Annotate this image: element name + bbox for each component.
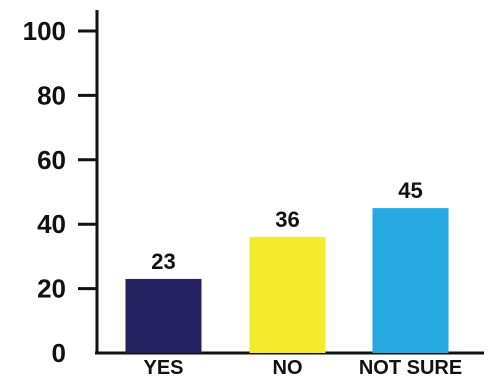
category-label: NO [273, 357, 303, 379]
data-label: 23 [151, 249, 175, 274]
data-labels-group: 23 36 45 [151, 178, 422, 274]
bar-no [249, 237, 326, 353]
y-tick-label: 60 [37, 145, 66, 175]
y-tick-label: 40 [37, 209, 66, 239]
bars-group [125, 208, 449, 353]
y-tick-label: 20 [37, 274, 66, 304]
bar-not-sure [372, 208, 449, 353]
y-tick-label: 100 [23, 16, 66, 46]
category-label: YES [143, 357, 183, 379]
y-tick-label: 0 [52, 338, 66, 368]
bar-yes [125, 278, 202, 353]
y-tick-label: 80 [37, 80, 66, 110]
data-label: 45 [398, 178, 422, 203]
category-label: NOT SURE [359, 357, 462, 379]
category-labels-group: YES NO NOT SURE [143, 357, 462, 379]
y-axis-ticks: 0 20 40 60 80 100 [23, 16, 97, 368]
data-label: 36 [275, 207, 299, 232]
